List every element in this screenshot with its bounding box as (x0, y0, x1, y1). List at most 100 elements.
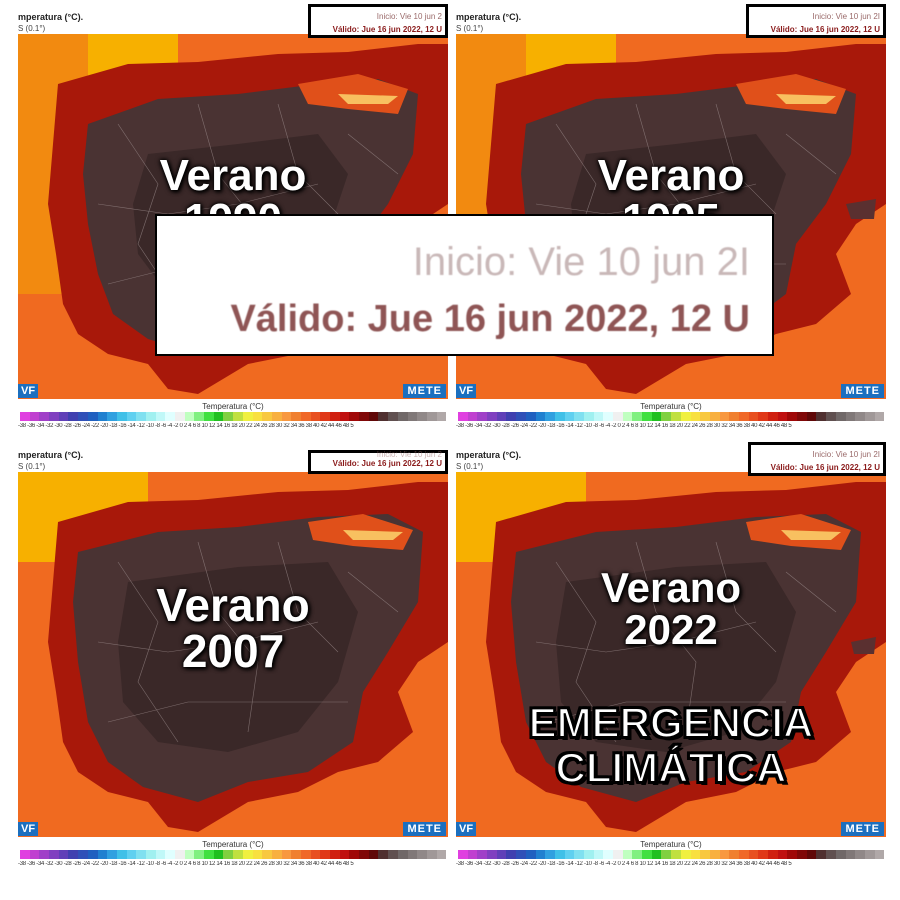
legend-swatch (320, 412, 330, 421)
legend-swatch (252, 412, 263, 421)
legend-swatch (378, 412, 389, 421)
legend-swatch (330, 412, 340, 421)
valid-date-text: Válido: Jue 16 jun 2022, 12 U (332, 25, 442, 34)
zoomed-date-overlay: Inicio: Vie 10 jun 2I Válido: Jue 16 jun… (155, 214, 774, 356)
legend-ticks: -38 -36 -34 -32 -30 -28 -26 -24 -22 -20 … (456, 423, 792, 429)
date-highlight-box: Inicio: Vie 10 jun 2 Válido: Jue 16 jun … (308, 450, 448, 474)
date-highlight-box: Inicio: Vie 10 jun 2I Válido: Jue 16 jun… (746, 4, 886, 38)
legend-swatch (709, 850, 720, 859)
zoomed-valid-date: Válido: Jue 16 jun 2022, 12 U (230, 298, 750, 340)
legend-swatch (787, 850, 798, 859)
legend-swatch (613, 412, 623, 421)
legend-swatch (126, 412, 137, 421)
legend-swatch (574, 850, 584, 859)
legend-swatch (49, 850, 59, 859)
legend-swatch (68, 850, 79, 859)
legend-swatch (407, 412, 418, 421)
legend-swatch (252, 850, 263, 859)
legend-swatch (368, 850, 379, 859)
legend-title: Temperatura (°C) (640, 402, 702, 411)
legend-swatch (116, 412, 127, 421)
legend-swatch (397, 850, 408, 859)
legend-swatch (426, 412, 437, 421)
caption-year: 2022 (624, 606, 718, 653)
legend-swatch (349, 850, 360, 859)
legend-swatch (816, 412, 827, 421)
legend-swatch (622, 412, 633, 421)
legend-swatch (20, 850, 30, 859)
legend-swatch (155, 412, 166, 421)
legend-swatch (417, 850, 427, 859)
brand-logo-left: VF (456, 822, 477, 836)
legend-swatch (680, 850, 691, 859)
map-header-title: mperatura (°C). (18, 450, 84, 460)
legend-swatch (233, 850, 243, 859)
legend-swatch (845, 412, 856, 421)
summer-caption: Verano 2007 (18, 582, 448, 674)
legend-swatch (864, 850, 875, 859)
caption-word: Verano (600, 564, 742, 611)
legend-swatch (271, 850, 282, 859)
legend-swatch (194, 412, 205, 421)
legend-swatch (690, 850, 701, 859)
start-date-text: Inicio: Vie 10 jun 2 (376, 450, 442, 459)
legend-swatch (651, 850, 662, 859)
legend-swatch (29, 412, 40, 421)
legend-swatch (165, 412, 175, 421)
legend-ticks: -38 -36 -34 -32 -30 -28 -26 -24 -22 -20 … (18, 861, 354, 867)
legend-swatch (574, 412, 584, 421)
legend-title: Temperatura (°C) (640, 840, 702, 849)
legend-swatch (68, 412, 79, 421)
legend-swatch (281, 850, 292, 859)
temperature-color-scale (20, 412, 447, 421)
legend-swatch (816, 850, 827, 859)
legend-swatch (525, 850, 536, 859)
legend-swatch (388, 850, 398, 859)
map-header-subtitle: S (0.1°) (456, 462, 484, 471)
valid-date-text: Válido: Jue 16 jun 2022, 12 U (332, 459, 442, 468)
caption-year: 2007 (181, 625, 285, 677)
emergency-caption: EMERGENCIA CLIMÁTICA (456, 699, 886, 792)
legend-swatch (339, 412, 350, 421)
legend-swatch (613, 850, 623, 859)
legend-swatch (417, 412, 427, 421)
legend-swatch (262, 412, 272, 421)
legend-swatch (291, 412, 301, 421)
heatmap-panel-4: mperatura (°C). S (0.1°) Inicio: Vie 10 … (456, 442, 886, 872)
legend-swatch (145, 412, 156, 421)
legend-swatch (223, 850, 234, 859)
legend-swatch (719, 412, 730, 421)
legend-swatch (204, 850, 214, 859)
legend-swatch (506, 412, 517, 421)
legend-swatch (458, 412, 468, 421)
legend-swatch (184, 850, 195, 859)
legend-swatch (797, 850, 807, 859)
legend-swatch (564, 412, 575, 421)
legend-swatch (855, 850, 865, 859)
legend-swatch (233, 412, 243, 421)
legend-swatch (330, 850, 340, 859)
emergency-line-2: CLIMÁTICA (555, 744, 788, 792)
map-header-title: mperatura (°C). (456, 450, 522, 460)
legend-swatch (874, 850, 885, 859)
legend-swatch (593, 850, 604, 859)
legend-swatch (242, 412, 253, 421)
legend-swatch (126, 850, 137, 859)
legend-swatch (554, 412, 565, 421)
brand-logo-right: METE (841, 384, 884, 398)
map-header-subtitle: S (0.1°) (18, 462, 46, 471)
legend-swatch (359, 850, 369, 859)
legend-swatch (642, 412, 652, 421)
summer-caption: Verano 2022 (456, 567, 886, 651)
legend-swatch (213, 850, 224, 859)
map-header-title: mperatura (°C). (456, 12, 522, 22)
legend-swatch (709, 412, 720, 421)
valid-date-text: Válido: Jue 16 jun 2022, 12 U (770, 25, 880, 34)
temperature-color-scale (458, 850, 885, 859)
legend-swatch (49, 412, 59, 421)
legend-swatch (806, 850, 817, 859)
legend-swatch (310, 850, 321, 859)
legend-swatch (864, 412, 875, 421)
legend-swatch (281, 412, 292, 421)
legend-swatch (116, 850, 127, 859)
